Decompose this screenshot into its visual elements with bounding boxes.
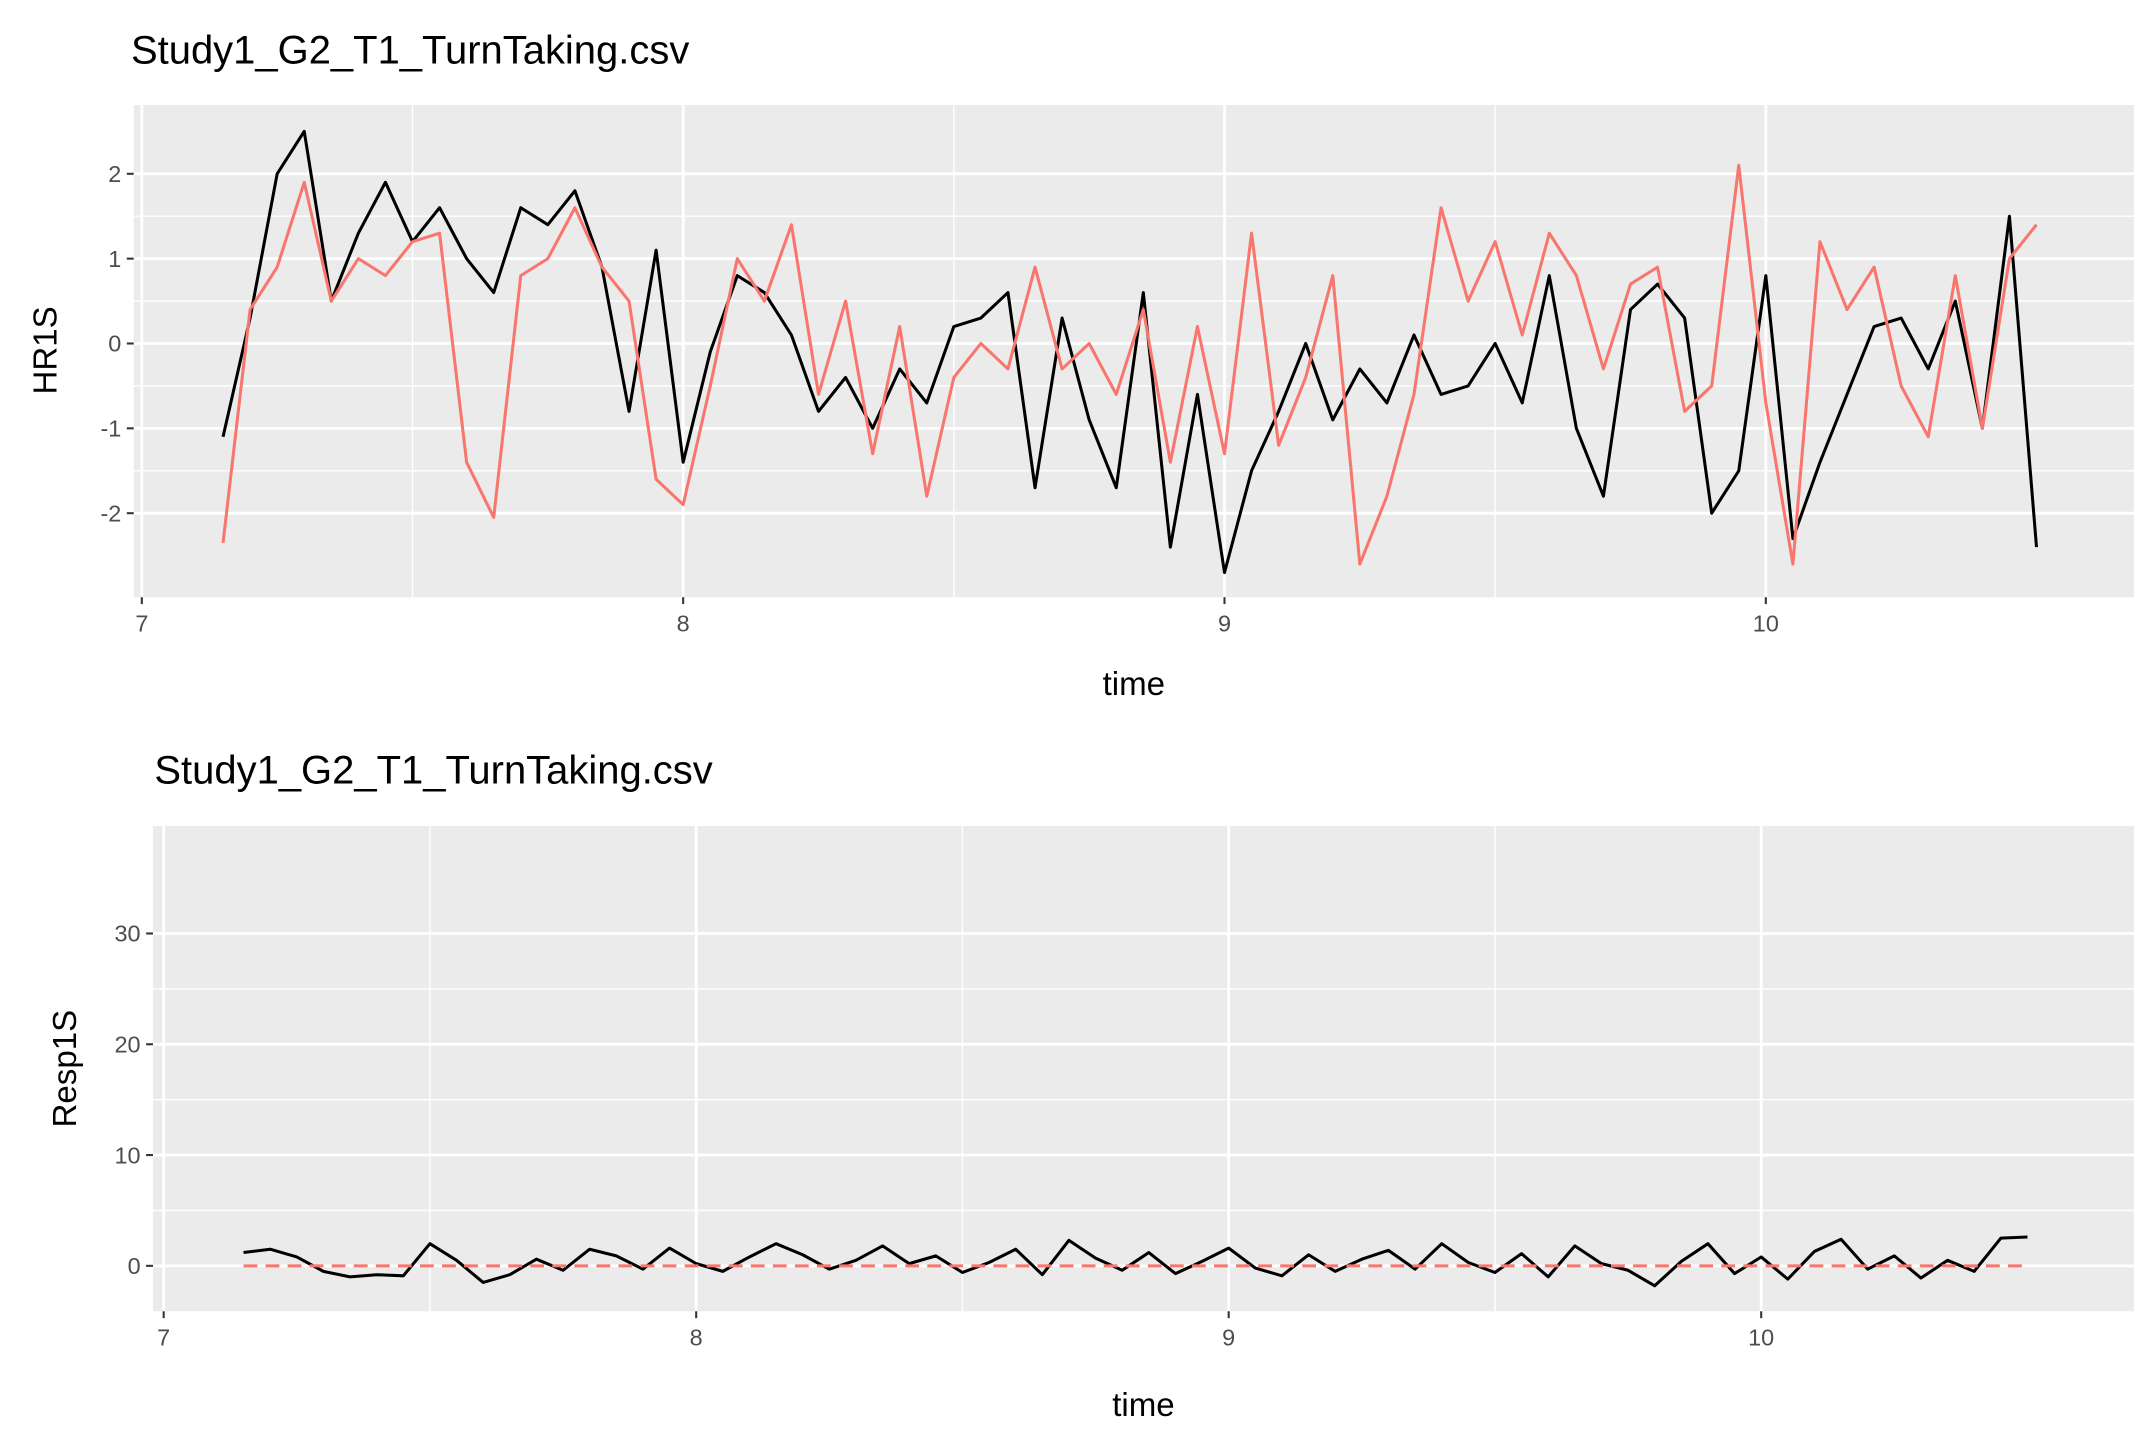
y-axis-label: HR1S: [28, 306, 65, 394]
x-tick-label: 7: [135, 611, 148, 637]
y-tick-label: 30: [115, 921, 141, 947]
y-tick-label: 10: [115, 1142, 141, 1168]
x-tick-label: 9: [1222, 1325, 1235, 1351]
x-tick-label: 7: [157, 1325, 170, 1351]
panel: [153, 826, 2134, 1312]
x-tick-label: 8: [677, 611, 690, 637]
data-line: [221, 129, 2039, 575]
y-tick-label: -1: [100, 416, 121, 442]
y-tick-label: 1: [108, 246, 121, 272]
y-axis-label: Resp1S: [47, 1010, 84, 1128]
x-tick-label: 8: [690, 1325, 703, 1351]
data-line: [243, 1235, 2028, 1288]
y-tick-label: -2: [100, 500, 121, 526]
y-tick-label: 20: [115, 1032, 141, 1058]
chart-title: Study1_G2_T1_TurnTaking.csv: [131, 29, 689, 73]
x-tick-label: 10: [1753, 611, 1779, 637]
x-tick-label: 9: [1218, 611, 1231, 637]
y-tick-label: 2: [108, 161, 121, 187]
data-line: [221, 163, 2038, 566]
x-tick-label: 10: [1748, 1325, 1774, 1351]
y-tick-label: 0: [128, 1253, 141, 1279]
y-tick-label: 0: [108, 331, 121, 357]
x-axis-label: time: [1103, 666, 1166, 703]
chart-title: Study1_G2_T1_TurnTaking.csv: [154, 748, 712, 792]
x-axis-label: time: [1112, 1387, 1175, 1424]
